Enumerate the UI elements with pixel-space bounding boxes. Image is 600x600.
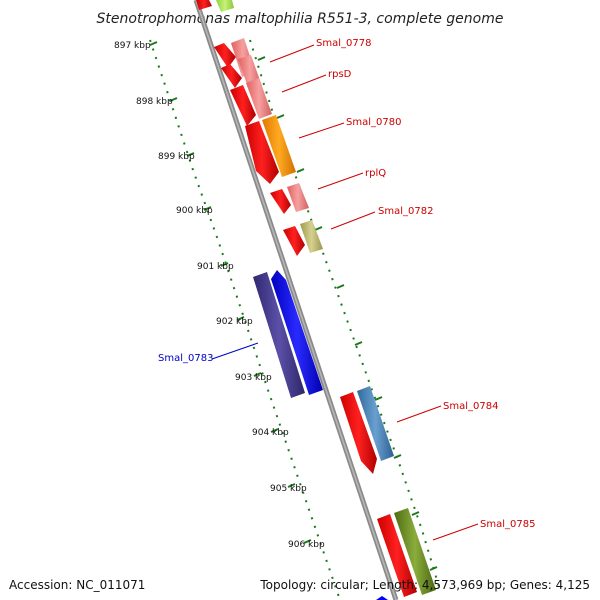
gene-label-rpsd: rpsD	[328, 69, 352, 80]
tick-label-901: 901 kbp	[197, 262, 234, 272]
gene-cds-0785	[377, 514, 417, 597]
gene-feature-top-lime	[216, 0, 234, 12]
gene-color-rplq	[287, 183, 309, 212]
leader-lines	[211, 44, 479, 541]
gene-color-0779	[246, 78, 272, 119]
gene-cds-0780	[245, 121, 279, 184]
gene-label-smal-0784: Smal_0784	[443, 401, 498, 412]
accession-text: Accession: NC_011071	[9, 578, 146, 592]
gene-cds-rpsd	[221, 64, 242, 88]
gene-cds-0778	[214, 43, 236, 68]
gene-cds-rplq	[270, 189, 291, 214]
outer-ticks	[257, 56, 438, 571]
gene-cds-0783	[271, 270, 323, 395]
gene-feature-bottom-blue	[376, 596, 388, 600]
tick-label-899: 899 kbp	[158, 152, 195, 162]
tick-label-906: 906 kbp	[288, 540, 325, 550]
tick-label-905: 905 kbp	[270, 484, 307, 494]
gene-cds-0779	[230, 85, 256, 126]
gene-label-smal-0778: Smal_0778	[316, 38, 371, 49]
gene-cds-0784	[340, 392, 377, 474]
tick-label-898: 898 kbp	[136, 97, 173, 107]
gene-label-smal-0782: Smal_0782	[378, 206, 433, 217]
inner-ticks	[149, 41, 312, 544]
tick-label-903: 903 kbp	[235, 373, 272, 383]
gene-color-0780	[262, 115, 296, 177]
gene-color-0785	[394, 508, 436, 595]
gene-cds-0782	[283, 226, 305, 256]
gene-label-rplq: rplQ	[365, 168, 386, 179]
topology-text: Topology: circular; Length: 4,573,969 bp…	[260, 578, 590, 592]
tick-label-900: 900 kbp	[176, 206, 213, 216]
gene-label-smal-0783: Smal_0783	[158, 353, 213, 364]
gene-label-smal-0785: Smal_0785	[480, 519, 535, 530]
tick-label-904: 904 kbp	[252, 428, 289, 438]
map-title: Stenotrophomonas maltophilia R551-3, com…	[97, 11, 504, 27]
gene-color-0782	[300, 220, 323, 253]
tick-label-897: 897 kbp	[114, 41, 151, 51]
gene-color-0783	[253, 272, 305, 398]
tick-label-902: 902 kbp	[216, 317, 253, 327]
gene-label-smal-0780: Smal_0780	[346, 117, 401, 128]
gene-color-0784	[357, 386, 394, 461]
gene-feature-top-red	[196, 0, 212, 10]
